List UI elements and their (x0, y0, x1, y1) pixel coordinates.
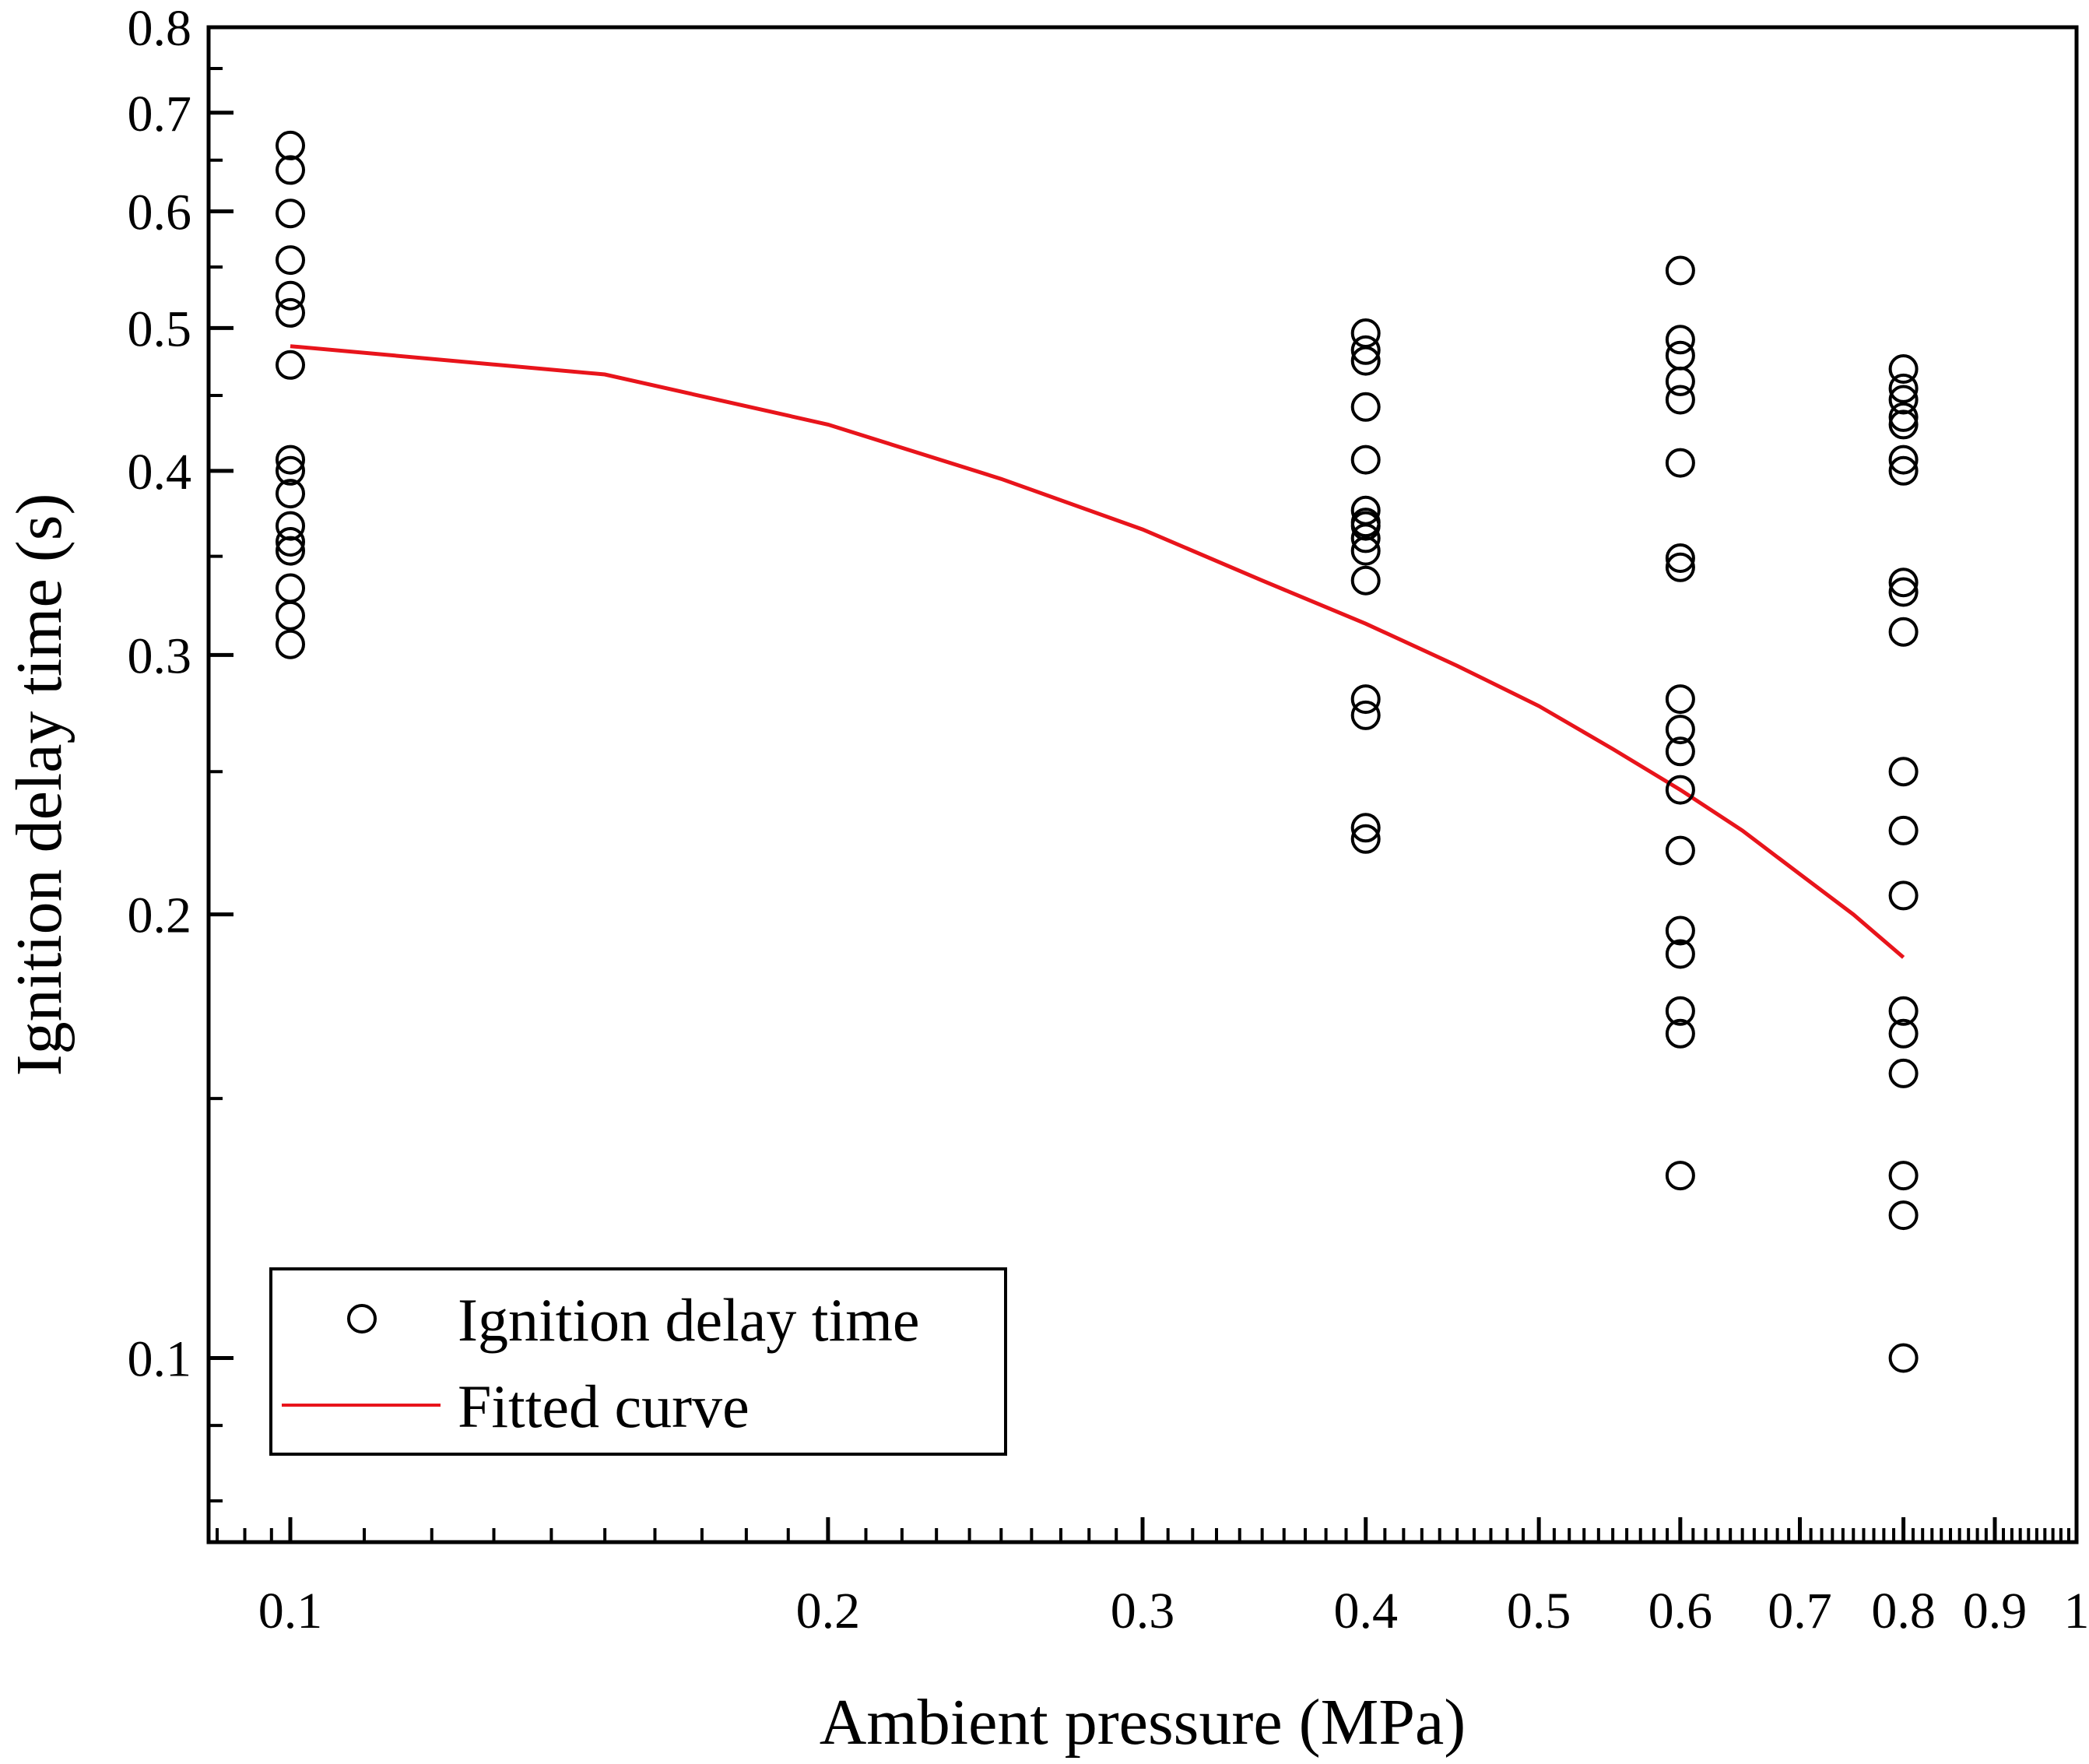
data-point (1888, 815, 1919, 845)
data-point (1665, 448, 1695, 478)
x-tick-label: 0.6 (1648, 1583, 1713, 1639)
data-point (1350, 335, 1381, 365)
data-point (1350, 392, 1381, 422)
data-point (276, 130, 305, 160)
data-point (276, 455, 305, 486)
y-tick-label: 0.5 (128, 300, 192, 357)
tick-labels: 0.1 0.2 0.3 0.4 0.5 0.6 0.7 0.8 0.9 1 0.1 0.2 0.3 0.4… (128, 0, 2089, 1639)
x-tick-label: 1 (2064, 1583, 2089, 1639)
data-point (1350, 445, 1381, 475)
data-point (1665, 385, 1695, 415)
data-point (276, 155, 305, 185)
data-point (1350, 824, 1381, 854)
data-point (1350, 700, 1381, 730)
data-point (1888, 568, 1919, 598)
data-point (1665, 366, 1695, 396)
data-point (1665, 684, 1695, 715)
data-point (1665, 325, 1695, 355)
data-point (1665, 1161, 1695, 1191)
data-point (1665, 996, 1695, 1026)
data-point (276, 600, 305, 631)
data-point (276, 445, 305, 475)
legend-label-ignition-delay-time: Ignition delay time (458, 1286, 920, 1354)
legend-marker-circle (347, 1304, 377, 1334)
x-tick-label: 0.7 (1768, 1583, 1832, 1639)
data-point (1888, 1200, 1919, 1231)
data-point (276, 479, 305, 509)
data-point (1888, 757, 1919, 787)
data-point (1888, 577, 1919, 607)
data-point (1888, 445, 1919, 475)
data-point (1888, 409, 1919, 440)
data-point (1665, 915, 1695, 946)
data-point (276, 527, 305, 557)
data-point (1888, 402, 1919, 432)
data-point (1665, 736, 1695, 767)
data-point (276, 350, 305, 380)
data-point (1665, 939, 1695, 969)
x-tick-label: 0.3 (1111, 1583, 1175, 1639)
data-point (1350, 536, 1381, 566)
plot-frame (206, 25, 2079, 1544)
data-point (276, 280, 305, 311)
y-tick-label: 0.7 (128, 86, 192, 142)
data-point (1350, 813, 1381, 843)
data-point (1888, 373, 1919, 403)
y-tick-label: 0.3 (128, 627, 192, 684)
x-tick-label: 0.2 (796, 1583, 861, 1639)
data-point (1888, 1343, 1919, 1373)
data-point (1888, 385, 1919, 415)
y-tick-label: 0.1 (128, 1330, 192, 1387)
y-tick-label: 0.4 (128, 444, 192, 501)
data-point (1888, 617, 1919, 647)
data-point (1888, 1058, 1919, 1088)
data-point (276, 573, 305, 603)
x-tick-label: 0.5 (1507, 1583, 1571, 1639)
data-point (1888, 1161, 1919, 1191)
data-point (276, 629, 305, 659)
data-point (1665, 715, 1695, 745)
data-point (1888, 1018, 1919, 1049)
data-point (1888, 996, 1919, 1026)
y-axis-title: Ignition delay time (s) (3, 494, 75, 1077)
x-tick-label: 0.4 (1333, 1583, 1398, 1639)
data-point (1350, 565, 1381, 596)
data-point (1665, 255, 1695, 286)
data-point (1665, 775, 1695, 805)
data-point (1888, 880, 1919, 911)
x-tick-label: 0.8 (1871, 1583, 1936, 1639)
y-tick-label: 0.2 (128, 887, 192, 944)
data-point (276, 297, 305, 328)
data-point (276, 199, 305, 229)
legend: Ignition delay time Fitted curve (269, 1267, 1007, 1456)
data-point (1665, 835, 1695, 866)
fitted-curve-layer (290, 344, 1905, 959)
x-axis-title: Ambient pressure (MPa) (820, 1686, 1466, 1759)
data-point (276, 536, 305, 566)
data-points-layer (276, 130, 1919, 1373)
x-tick-label: 0.9 (1963, 1583, 2028, 1639)
data-point (1350, 684, 1381, 715)
data-point (1888, 455, 1919, 486)
axis-ticks (209, 25, 2079, 1542)
data-point (1665, 1018, 1695, 1049)
data-point (1665, 340, 1695, 371)
data-point (1665, 543, 1695, 573)
data-point (1888, 354, 1919, 384)
data-point (276, 511, 305, 541)
y-tick-label: 0.6 (128, 184, 192, 241)
x-tick-label: 0.1 (258, 1583, 323, 1639)
data-point (1665, 552, 1695, 582)
data-point (276, 245, 305, 276)
y-tick-label: 0.8 (128, 0, 192, 57)
legend-box (269, 1267, 1007, 1456)
data-point (1350, 523, 1381, 553)
fitted-curve-line (290, 344, 1905, 959)
legend-label-fitted-curve: Fitted curve (458, 1372, 750, 1440)
data-point (1350, 346, 1381, 376)
